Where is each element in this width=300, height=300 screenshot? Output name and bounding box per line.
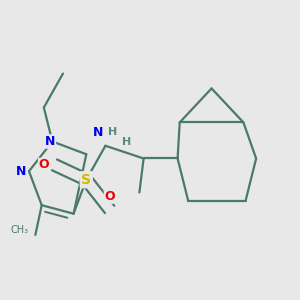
Text: O: O (104, 190, 115, 203)
Text: N: N (93, 126, 103, 139)
Text: N: N (16, 165, 26, 178)
Text: CH₃: CH₃ (11, 225, 29, 235)
Text: H: H (122, 136, 131, 146)
Text: N: N (45, 135, 56, 148)
Text: H: H (108, 127, 118, 137)
Text: O: O (38, 158, 49, 171)
Text: S: S (81, 173, 91, 187)
